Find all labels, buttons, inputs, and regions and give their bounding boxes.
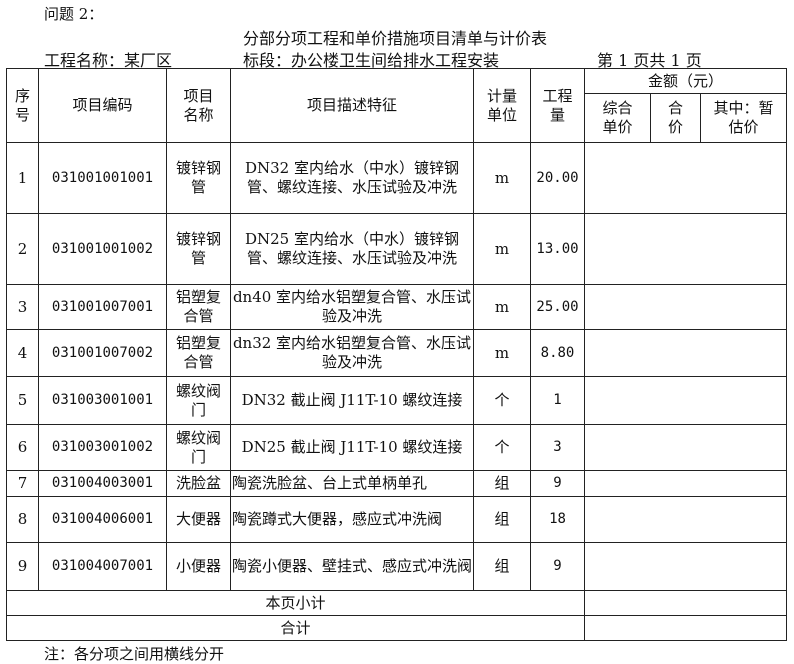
row-amount <box>584 470 787 497</box>
row-amount <box>584 424 787 471</box>
question-label: 问题 2： <box>44 5 104 23</box>
row-qty: 3 <box>530 424 585 471</box>
table-row: 2 031001001002 镀锌钢管 DN25 室内给水（中水）镀锌钢管、螺纹连接、… <box>6 213 787 285</box>
table-row: 5 031003001001 螺纹阀门 DN32 截止阀 J11T-10 螺纹连接个 1 <box>6 376 787 425</box>
row-seq: 5 <box>6 376 39 425</box>
row-unit: m <box>473 284 531 330</box>
row-seq: 6 <box>6 424 39 471</box>
row-qty: 8.80 <box>530 329 585 377</box>
row-name: 铝塑复合管 <box>166 284 231 330</box>
row-amount <box>584 284 787 330</box>
row-amount <box>584 496 787 543</box>
header-qty: 工程量 <box>530 68 585 143</box>
subtotal-row: 本页小计 <box>6 590 787 616</box>
row-name: 小便器 <box>166 542 231 591</box>
row-desc: DN25 室内给水（中水）镀锌钢管、螺纹连接、水压试验及冲洗 <box>230 213 474 285</box>
row-amount <box>584 213 787 285</box>
footnote: 注：各分项之间用横线分开 <box>44 645 225 663</box>
total-row: 合计 <box>6 615 787 641</box>
row-seq: 3 <box>6 284 39 330</box>
row-name: 洗脸盆 <box>166 470 231 497</box>
row-name: 镀锌钢管 <box>166 142 231 214</box>
row-code: 031004007001 <box>38 542 167 591</box>
row-desc: DN32 室内给水（中水）镀锌钢管、螺纹连接、水压试验及冲洗 <box>230 142 474 214</box>
row-unit: m <box>473 329 531 377</box>
row-code: 031001007001 <box>38 284 167 330</box>
row-amount <box>584 542 787 591</box>
page-indicator: 第 1 页共 1 页 <box>597 51 702 70</box>
row-qty: 9 <box>530 542 585 591</box>
row-unit: 组 <box>473 470 531 497</box>
row-unit: m <box>473 142 531 214</box>
total-row-label: 合计 <box>6 615 585 641</box>
row-unit: 个 <box>473 376 531 425</box>
table-row: 3 031001007001 铝塑复合管 dn40 室内给水铝塑复合管、水压试验及冲洗… <box>6 284 787 330</box>
row-unit: 组 <box>473 496 531 543</box>
row-amount <box>584 142 787 214</box>
row-qty: 20.00 <box>530 142 585 214</box>
table-row: 6 031003001002 螺纹阀门 DN25 截止阀 J11T-10 螺纹连接个 3 <box>6 424 787 471</box>
row-code: 031001001001 <box>38 142 167 214</box>
table-row: 8 031004006001 大便器 陶瓷蹲式大便器，感应式冲洗阀组 18 <box>6 496 787 543</box>
row-desc: DN25 截止阀 J11T-10 螺纹连接 <box>230 424 474 471</box>
row-desc: DN32 截止阀 J11T-10 螺纹连接 <box>230 376 474 425</box>
header-seq: 序号 <box>6 68 39 143</box>
row-unit: 组 <box>473 542 531 591</box>
row-code: 031003001002 <box>38 424 167 471</box>
row-qty: 18 <box>530 496 585 543</box>
row-name: 大便器 <box>166 496 231 543</box>
row-name: 镀锌钢管 <box>166 213 231 285</box>
header-name: 项目名称 <box>166 68 231 143</box>
table-row: 9 031004007001 小便器 陶瓷小便器、壁挂式、感应式冲洗阀组 9 <box>6 542 787 591</box>
row-desc: 陶瓷洗脸盆、台上式单柄单孔 <box>230 470 474 497</box>
total-row-amount <box>584 615 787 641</box>
row-seq: 2 <box>6 213 39 285</box>
row-seq: 4 <box>6 329 39 377</box>
table-row: 1 031001001001 镀锌钢管 DN32 室内给水（中水）镀锌钢管、螺纹连接、… <box>6 142 787 214</box>
row-code: 031001007002 <box>38 329 167 377</box>
header-unit-price: 综合单价 <box>584 93 651 143</box>
row-seq: 1 <box>6 142 39 214</box>
header-total: 合价 <box>650 93 701 143</box>
row-name: 螺纹阀门 <box>166 376 231 425</box>
row-desc: 陶瓷小便器、壁挂式、感应式冲洗阀 <box>230 542 474 591</box>
subtotal-row-amount <box>584 590 787 616</box>
row-name: 螺纹阀门 <box>166 424 231 471</box>
header-unit: 计量单位 <box>473 68 531 143</box>
header-desc: 项目描述特征 <box>230 68 474 143</box>
row-desc: dn40 室内给水铝塑复合管、水压试验及冲洗 <box>230 284 474 330</box>
row-code: 031004006001 <box>38 496 167 543</box>
row-desc: dn32 室内给水铝塑复合管、水压试验及冲洗 <box>230 329 474 377</box>
row-amount <box>584 329 787 377</box>
row-desc: 陶瓷蹲式大便器，感应式冲洗阀 <box>230 496 474 543</box>
table-row: 4 031001007002 铝塑复合管 dn32 室内给水铝塑复合管、水压试验及冲洗… <box>6 329 787 377</box>
row-seq: 8 <box>6 496 39 543</box>
row-code: 031004003001 <box>38 470 167 497</box>
table-row: 7 031004003001 洗脸盆 陶瓷洗脸盆、台上式单柄单孔组 9 <box>6 470 787 497</box>
row-amount <box>584 376 787 425</box>
row-seq: 9 <box>6 542 39 591</box>
row-unit: m <box>473 213 531 285</box>
row-qty: 9 <box>530 470 585 497</box>
project-name: 工程名称：某厂区 <box>44 51 173 70</box>
row-name: 铝塑复合管 <box>166 329 231 377</box>
section-label: 标段：办公楼卫生间给排水工程安装 <box>243 51 500 70</box>
row-qty: 25.00 <box>530 284 585 330</box>
row-qty: 1 <box>530 376 585 425</box>
page-title: 分部分项工程和单价措施项目清单与计价表 <box>243 29 548 48</box>
header-code: 项目编码 <box>38 68 167 143</box>
row-qty: 13.00 <box>530 213 585 285</box>
pricing-table: 序号 项目编码 项目名称 项目描述特征 计量单位 工程量 金额（元） 综合单价 … <box>6 68 787 641</box>
row-code: 031001001002 <box>38 213 167 285</box>
subtotal-row-label: 本页小计 <box>6 590 585 616</box>
header-provisional: 其中：暂估价 <box>700 93 787 143</box>
header-amount: 金额（元） <box>584 68 787 94</box>
row-code: 031003001001 <box>38 376 167 425</box>
row-unit: 个 <box>473 424 531 471</box>
row-seq: 7 <box>6 470 39 497</box>
